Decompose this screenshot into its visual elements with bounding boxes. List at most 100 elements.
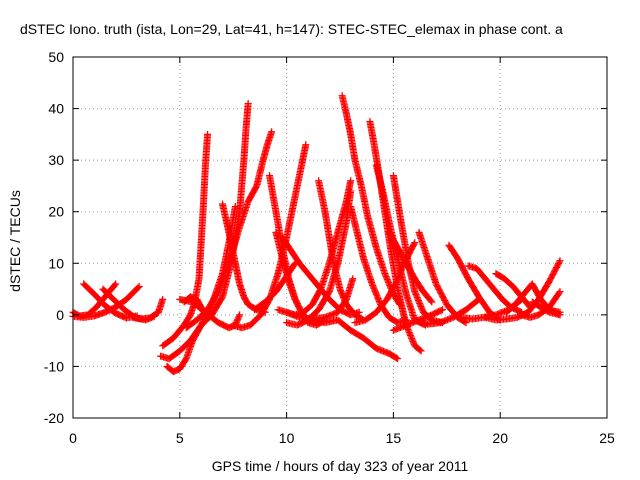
plus-marker	[381, 271, 389, 279]
plus-marker	[439, 306, 447, 314]
x-tick-label: 0	[69, 430, 77, 446]
plus-marker	[373, 292, 381, 300]
plus-marker	[368, 280, 376, 288]
plus-marker	[392, 354, 400, 362]
plus-marker	[405, 329, 413, 337]
plus-marker	[418, 305, 426, 313]
plus-marker	[375, 296, 383, 304]
chart-title: dSTEC Iono. truth (ista, Lon=29, Lat=41,…	[20, 21, 563, 37]
data-series	[308, 316, 402, 363]
plus-marker	[369, 283, 377, 291]
plus-marker	[417, 304, 425, 312]
plus-marker	[370, 284, 378, 292]
plus-marker	[159, 295, 167, 303]
plus-marker	[406, 331, 414, 339]
plus-marker	[384, 277, 392, 285]
plus-marker	[235, 312, 243, 320]
plus-marker	[385, 278, 393, 286]
plus-marker	[415, 298, 423, 306]
plus-marker	[370, 286, 378, 294]
data-series	[539, 303, 564, 316]
plus-marker	[437, 306, 445, 314]
data-series	[182, 128, 276, 332]
plus-marker	[371, 287, 379, 295]
plus-marker	[349, 275, 357, 283]
plus-marker	[372, 289, 380, 297]
axis-ticks: 0 5 10 15 20 25 -20 -10 0 10 20 30 40 50	[44, 49, 615, 446]
x-tick-label: 20	[492, 430, 508, 446]
plus-marker	[135, 282, 143, 290]
data-series	[129, 295, 167, 323]
data-series	[338, 92, 404, 309]
y-tick-label: 20	[48, 204, 64, 220]
plus-marker	[268, 128, 276, 136]
plus-marker	[417, 347, 425, 355]
data-series	[464, 262, 526, 316]
plus-marker	[302, 141, 310, 149]
data-series	[315, 177, 367, 324]
plus-marker	[412, 291, 420, 299]
plus-marker	[381, 270, 389, 278]
plus-marker	[374, 295, 382, 303]
x-axis-title: GPS time / hours of day 323 of year 2011	[212, 458, 469, 474]
plus-marker	[394, 355, 402, 363]
plus-marker	[408, 334, 416, 342]
plus-marker	[411, 239, 419, 247]
plus-marker	[410, 240, 418, 248]
plus-marker	[134, 284, 142, 292]
plus-marker	[111, 281, 119, 289]
plus-marker	[413, 292, 421, 300]
x-tick-label: 10	[279, 430, 295, 446]
y-tick-label: -10	[44, 358, 64, 374]
plus-marker	[416, 299, 424, 307]
plus-marker	[369, 281, 377, 289]
plus-marker	[416, 346, 424, 354]
plus-marker	[234, 314, 242, 322]
plus-marker	[555, 258, 563, 266]
data-series	[411, 295, 483, 328]
plus-marker	[407, 333, 415, 341]
plus-marker	[525, 302, 533, 310]
plus-marker	[347, 187, 355, 195]
plus-marker	[290, 261, 298, 269]
plus-marker	[556, 308, 564, 316]
data-series	[251, 259, 299, 314]
plus-marker	[414, 296, 422, 304]
plus-marker	[411, 289, 419, 297]
plus-marker	[383, 275, 391, 283]
x-tick-label: 15	[386, 430, 402, 446]
data-series	[492, 270, 534, 311]
plot-frame	[72, 56, 608, 419]
y-tick-label: 0	[56, 307, 64, 323]
plus-marker	[372, 290, 380, 298]
plus-marker	[112, 280, 120, 288]
data-markers	[69, 92, 564, 376]
plus-marker	[392, 278, 400, 286]
y-tick-label: -20	[44, 410, 64, 426]
plus-marker	[409, 337, 417, 345]
plus-marker	[428, 298, 436, 306]
plus-marker	[556, 288, 564, 296]
data-series	[159, 130, 212, 350]
plus-marker	[234, 315, 242, 323]
plus-marker	[392, 280, 400, 288]
plus-marker	[347, 177, 355, 185]
plus-marker	[406, 330, 414, 338]
plus-marker	[555, 289, 563, 297]
plus-marker	[556, 257, 564, 265]
y-tick-label: 30	[48, 152, 64, 168]
plus-marker	[427, 297, 435, 305]
plus-marker	[355, 308, 363, 316]
plus-marker	[414, 295, 422, 303]
plus-marker	[382, 273, 390, 281]
plus-marker	[417, 302, 425, 310]
y-tick-label: 10	[48, 255, 64, 271]
plus-marker	[231, 203, 239, 211]
plus-marker	[204, 130, 212, 138]
data-series	[176, 295, 244, 332]
plus-marker	[416, 301, 424, 309]
y-axis-title: dSTEC / TECUs	[7, 190, 23, 292]
grid-lines	[73, 57, 607, 418]
plus-marker	[405, 327, 413, 335]
